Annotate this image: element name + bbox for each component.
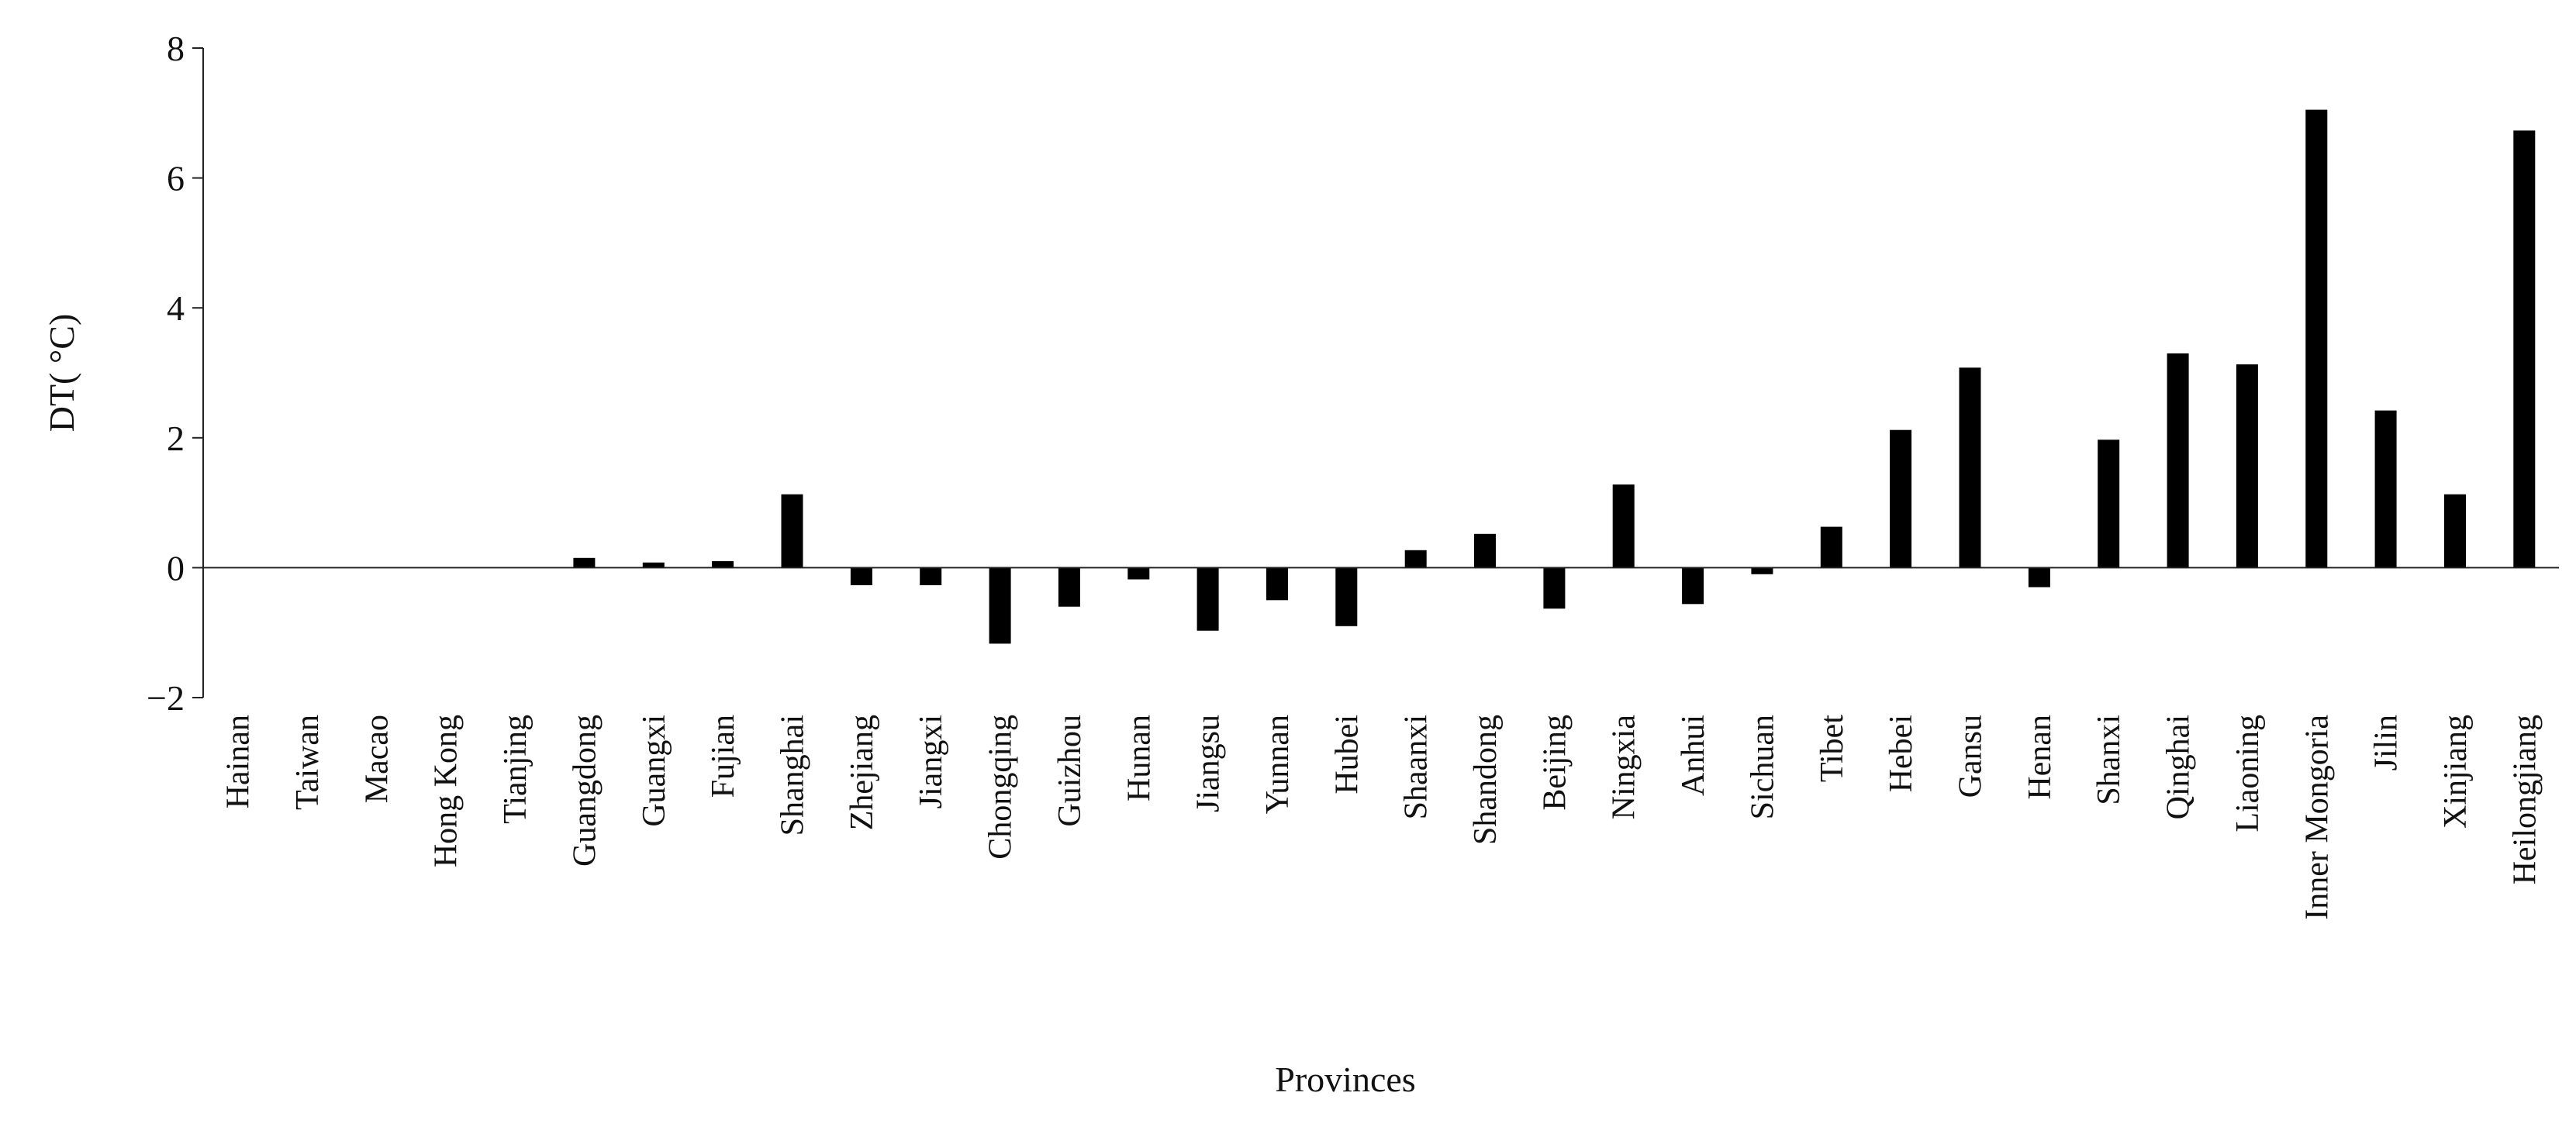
category-label: Jilin [2369, 715, 2405, 770]
category-label: Xinjiang [2438, 715, 2474, 829]
category-label: Shandong [1468, 715, 1504, 845]
bar-shanxi [2098, 439, 2120, 568]
bar-shanghai [781, 494, 803, 568]
bar-xinjiang [2444, 494, 2466, 568]
category-label: Jiangxi [913, 715, 949, 808]
category-label: Guizhou [1052, 715, 1088, 827]
category-label: Shanxi [2091, 715, 2127, 805]
category-label: Henan [2022, 715, 2058, 800]
bar-inner-mongoria [2305, 109, 2328, 568]
bar-liaoning [2236, 364, 2258, 568]
bar-sichuan [1751, 567, 1773, 574]
category-label: Hubei [1329, 715, 1365, 794]
bar-guangdong [573, 557, 596, 568]
category-label: Liaoning [2230, 715, 2266, 832]
bar-beijing [1543, 567, 1566, 609]
bar-heilongjiang [2513, 130, 2536, 568]
category-label: Ningxia [1607, 715, 1642, 820]
category-label: Tianjing [498, 715, 534, 824]
category-label: Fujian [706, 715, 741, 798]
category-label: Qinghai [2161, 715, 2197, 819]
y-axis-title: DT( °C) [42, 314, 81, 433]
category-label: Macao [359, 715, 395, 803]
bar-guizhou [1058, 567, 1080, 607]
category-label: Hunan [1121, 715, 1157, 801]
category-label: Chongqing [983, 715, 1019, 860]
bar-jiangsu [1196, 567, 1219, 631]
y-tick-label: 8 [167, 29, 185, 68]
category-label: Sichuan [1745, 715, 1780, 819]
bar-jilin [2374, 410, 2397, 568]
category-labels: Hainan Taiwan Macao Hong Kong Tianjing Guangd… [221, 715, 2543, 920]
category-label: Anhui [1676, 715, 1711, 796]
y-axis: −2 0 2 4 6 8 [147, 29, 204, 718]
category-label: Inner Mongoria [2299, 715, 2335, 920]
bar-hunan [1127, 567, 1150, 580]
category-label: Hebei [1884, 715, 1919, 792]
category-label: Hong Kong [429, 715, 464, 867]
category-label: Zhejiang [844, 715, 880, 830]
y-tick-label: 6 [167, 159, 185, 198]
bar-henan [2028, 567, 2050, 588]
category-label: Heilongjiang [2507, 715, 2543, 884]
y-tick-label: 4 [167, 288, 185, 328]
bars [573, 109, 2536, 644]
category-label: Gansu [1953, 715, 1989, 798]
bar-tibet [1820, 526, 1842, 568]
y-tick-label: 0 [167, 548, 185, 588]
y-tick-label: 2 [167, 419, 185, 458]
category-label: Guangxi [637, 715, 672, 827]
bar-chongqing [989, 567, 1011, 644]
bar-ningxia [1612, 484, 1635, 568]
bar-gansu [1959, 367, 1981, 568]
bar-hebei [1890, 429, 1912, 568]
bar-fujian [712, 561, 734, 568]
y-tick-label: −2 [147, 678, 185, 718]
bar-hubei [1335, 567, 1358, 626]
bar-yunnan [1266, 567, 1288, 601]
x-axis-title: Provinces [1275, 1060, 1415, 1099]
category-label: Tibet [1815, 715, 1850, 782]
category-label: Jiangsu [1191, 715, 1227, 812]
category-label: Guangdong [567, 715, 603, 867]
bar-shaanxi [1404, 550, 1427, 568]
bar-guangxi [642, 562, 665, 568]
bar-anhui [1682, 567, 1704, 605]
category-label: Shaanxi [1399, 715, 1435, 819]
category-label: Yunnan [1260, 715, 1296, 814]
bar-qinghai [2167, 353, 2189, 568]
category-label: Taiwan [290, 715, 326, 810]
category-label: Shanghai [775, 715, 811, 836]
bar-shandong [1474, 533, 1496, 568]
bar-jiangxi [920, 567, 942, 585]
category-label: Hainan [221, 715, 257, 808]
bar-zhejiang [850, 567, 872, 585]
category-label: Beijing [1537, 715, 1573, 811]
